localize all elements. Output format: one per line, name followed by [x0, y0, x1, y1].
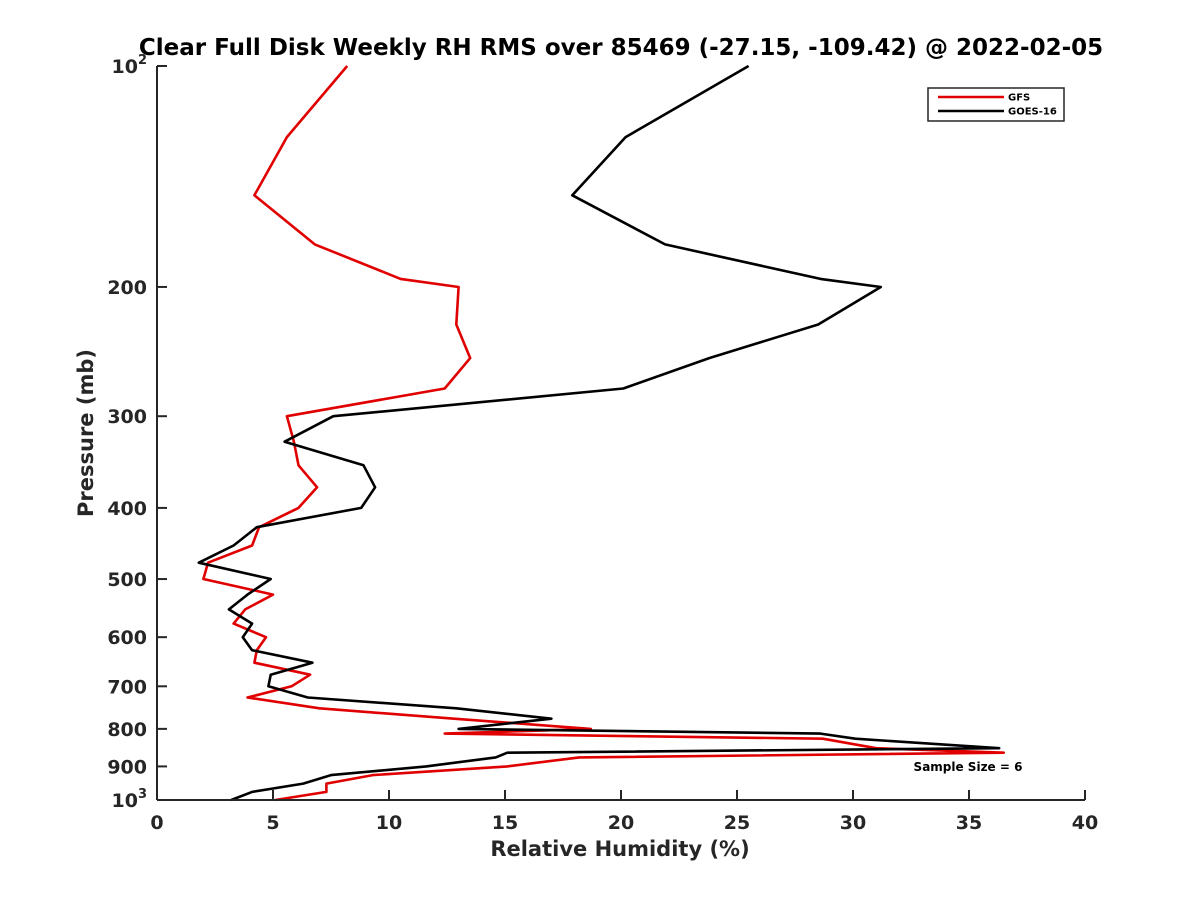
x-tick-label: 40 — [1072, 812, 1098, 834]
legend-label: GOES-16 — [1008, 107, 1057, 118]
y-tick-label: 700 — [107, 676, 147, 698]
x-tick-label: 5 — [266, 812, 279, 834]
x-tick-label: 10 — [376, 812, 402, 834]
y-tick-label: 300 — [107, 406, 147, 428]
x-tick-label: 20 — [608, 812, 634, 834]
series-line-goes-16 — [197, 64, 1001, 802]
y-axis-label: Pressure (mb) — [74, 349, 98, 517]
y-tick-label: 900 — [107, 756, 147, 778]
legend-label: GFS — [1008, 93, 1030, 104]
y-tick-label: 600 — [107, 627, 147, 649]
x-tick-label: 0 — [150, 812, 163, 834]
y-tick-label: 800 — [107, 719, 147, 741]
chart-title: Clear Full Disk Weekly RH RMS over 85469… — [139, 35, 1103, 61]
x-tick-label: 35 — [956, 812, 982, 834]
y-tick-label: 500 — [107, 569, 147, 591]
axes: 0 5 10 15 20 25 30 35 40 102 200 300 400 500 600 700 800… — [107, 53, 1098, 834]
y-tick-label: 200 — [107, 277, 147, 299]
y-tick-label: 102 — [112, 53, 148, 78]
legend-box — [927, 87, 1065, 122]
x-tick-label: 25 — [724, 812, 750, 834]
x-tick-label: 15 — [492, 812, 518, 834]
y-tick-label: 103 — [112, 787, 148, 812]
x-tick-label: 30 — [840, 812, 866, 834]
legend: GFS GOES-16 — [927, 87, 1065, 122]
series-line-gfs — [202, 65, 1006, 802]
sample-size-annotation: Sample Size = 6 — [914, 760, 1023, 774]
plot-area — [197, 64, 1006, 802]
y-tick-label: 400 — [107, 498, 147, 520]
x-axis-label: Relative Humidity (%) — [490, 837, 749, 861]
